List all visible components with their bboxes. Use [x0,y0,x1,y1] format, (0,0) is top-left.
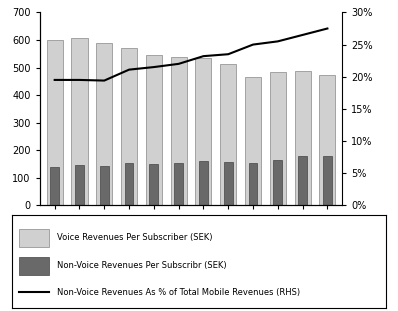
Bar [224,162,233,205]
Bar [20,257,49,275]
Non-Voice Revenues As % of Total Mobile Revenues (RHS) [325,27,330,30]
Bar [100,166,109,205]
Bar [171,57,187,205]
Bar [50,167,59,205]
Text: Non-Voice Revenues Per Subscribr (SEK): Non-Voice Revenues Per Subscribr (SEK) [57,262,226,270]
Bar [149,164,158,205]
Bar [125,163,133,205]
Non-Voice Revenues As % of Total Mobile Revenues (RHS) [300,33,305,37]
Bar [220,64,236,205]
Bar [75,165,84,205]
Bar [121,48,137,205]
Bar [20,229,49,247]
Non-Voice Revenues As % of Total Mobile Revenues (RHS) [201,54,206,58]
Non-Voice Revenues As % of Total Mobile Revenues (RHS) [102,79,107,82]
Non-Voice Revenues As % of Total Mobile Revenues (RHS) [52,78,57,82]
Bar [295,72,311,205]
Line: Non-Voice Revenues As % of Total Mobile Revenues (RHS): Non-Voice Revenues As % of Total Mobile … [55,29,328,81]
Bar [146,55,162,205]
Bar [71,38,88,205]
Bar [249,163,258,205]
Text: Non-Voice Revenues As % of Total Mobile Revenues (RHS): Non-Voice Revenues As % of Total Mobile … [57,288,300,296]
Bar [96,43,112,205]
Bar [245,77,261,205]
Bar [199,161,208,205]
Non-Voice Revenues As % of Total Mobile Revenues (RHS) [152,65,156,69]
Non-Voice Revenues As % of Total Mobile Revenues (RHS) [226,52,230,56]
Bar [195,58,211,205]
Bar [298,156,307,205]
Non-Voice Revenues As % of Total Mobile Revenues (RHS) [176,62,181,66]
Non-Voice Revenues As % of Total Mobile Revenues (RHS) [77,78,82,82]
Non-Voice Revenues As % of Total Mobile Revenues (RHS) [127,68,131,72]
Bar [323,156,332,205]
Bar [273,160,282,205]
Bar [270,72,286,205]
Bar [319,75,336,205]
Bar [47,40,63,205]
Non-Voice Revenues As % of Total Mobile Revenues (RHS) [251,43,256,46]
Non-Voice Revenues As % of Total Mobile Revenues (RHS) [275,39,280,43]
Text: Voice Revenues Per Subscriber (SEK): Voice Revenues Per Subscriber (SEK) [57,234,213,242]
Bar [174,163,183,205]
